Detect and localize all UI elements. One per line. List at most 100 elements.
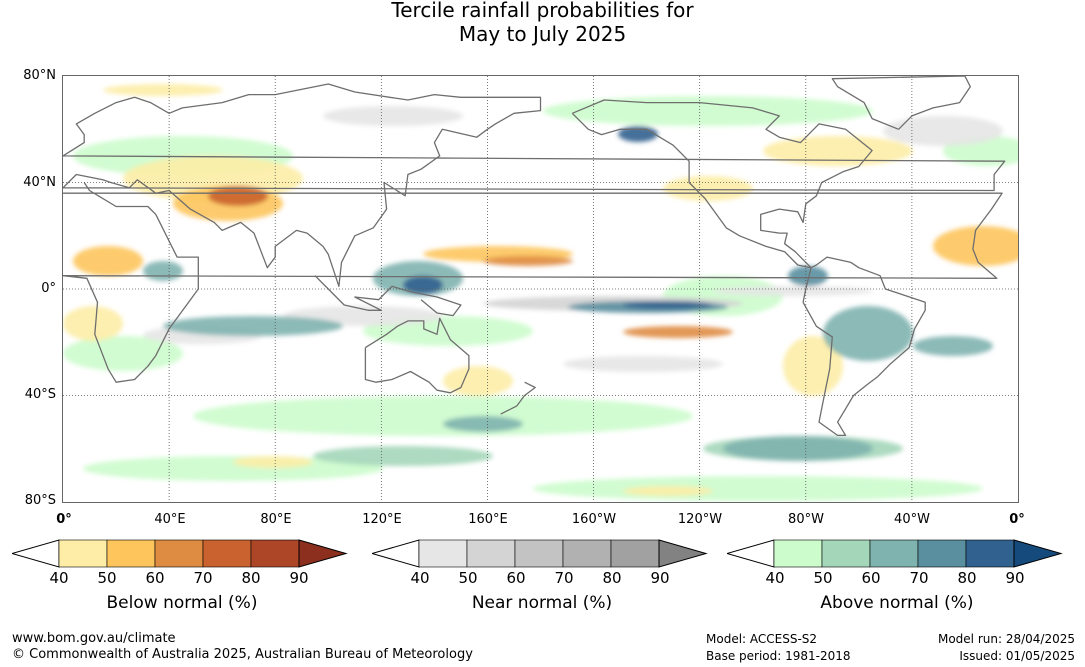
website-link[interactable]: www.bom.gov.au/climate: [12, 631, 176, 646]
colorbar-segment: [821, 539, 871, 568]
shading-patch: [783, 336, 843, 396]
coastline-eurasia: [63, 83, 1006, 287]
colorbar-ticks-below: 40 50 60 70 80 90: [12, 569, 352, 589]
colorbar-max-extension: [658, 539, 708, 568]
tick-label: 90: [650, 569, 670, 587]
tick-label: 80: [957, 569, 977, 587]
colorbar-segment: [773, 539, 823, 568]
coastline-south-america: [802, 256, 926, 437]
tick-label: 60: [861, 569, 881, 587]
shading-patch: [163, 316, 343, 336]
tick-label: 40: [49, 569, 69, 587]
graticule-layer: [63, 76, 1018, 502]
shading-patch: [823, 306, 913, 361]
colorbar-min-extension: [372, 539, 420, 568]
shading-patch: [143, 261, 183, 281]
lon-label-160e: 160°E: [468, 512, 508, 527]
shading-patch: [73, 246, 143, 276]
lat-label-40s: 40°S: [24, 387, 56, 402]
lon-label-120w: 120°W: [677, 512, 723, 527]
colorbar-segment: [514, 539, 564, 568]
shading-patch: [233, 456, 313, 468]
colorbar-segment: [610, 539, 660, 568]
shading-patch: [63, 336, 183, 371]
base-period: Base period: 1981-2018: [706, 649, 851, 663]
probability-shading-layer: [63, 84, 1018, 501]
tick-label: 50: [813, 569, 833, 587]
coastline-greenland: [831, 76, 971, 130]
colorbar-segment: [418, 539, 468, 568]
colorbar-max-extension: [298, 539, 348, 568]
shading-patch: [403, 276, 443, 294]
tick-label: 60: [506, 569, 526, 587]
model-run-date: Model run: 28/04/2025: [937, 632, 1075, 646]
shading-patch: [483, 256, 573, 266]
colorbar-segment: [869, 539, 919, 568]
tick-label: 90: [1005, 569, 1025, 587]
colorbar-segment: [154, 539, 204, 568]
tick-label: 40: [410, 569, 430, 587]
copyright-text: © Commonwealth of Australia 2025, Austra…: [12, 647, 473, 662]
shading-patch: [788, 266, 828, 286]
shading-patch: [618, 126, 658, 142]
shading-patch: [533, 476, 983, 501]
shading-patch: [933, 226, 1018, 266]
lat-label-equator: 0°: [41, 281, 56, 296]
title-line-2: May to July 2025: [458, 22, 627, 46]
tick-label: 80: [602, 569, 622, 587]
lon-label-80w: 80°W: [788, 512, 824, 527]
shading-patch: [323, 106, 463, 126]
shading-patch: [313, 446, 493, 466]
shading-patch: [723, 436, 873, 461]
coastline-australia: [364, 317, 470, 394]
lon-label-40w: 40°W: [894, 512, 930, 527]
shading-patch: [913, 336, 993, 356]
chart-title: Tercile rainfall probabilities for May t…: [0, 0, 1085, 46]
colorbar-max-extension: [1013, 539, 1063, 568]
coastlines-layer: [63, 76, 1006, 437]
shading-patch: [63, 306, 123, 341]
colorbar-segment: [562, 539, 612, 568]
shading-patch: [443, 416, 523, 432]
map-canvas: [63, 76, 1018, 502]
lon-label-80e: 80°E: [260, 512, 292, 527]
colorbar-segment: [917, 539, 967, 568]
coastline-new-zealand: [500, 381, 536, 415]
legend-above-normal: 40 50 60 70 80 90: [727, 539, 1067, 589]
colorbar-segment: [965, 539, 1015, 568]
colorbar-segment: [466, 539, 516, 568]
tick-label: 50: [97, 569, 117, 587]
shading-patch: [103, 84, 223, 96]
legend-below-normal: 40 50 60 70 80 90: [12, 539, 352, 589]
model-name: Model: ACCESS-S2: [706, 632, 818, 646]
shading-patch: [193, 396, 693, 436]
coastline-maritime-continent: [314, 275, 462, 317]
legend-title-near: Near normal (%): [471, 593, 613, 613]
colorbar-ticks-near: 40 50 60 70 80 90: [372, 569, 712, 589]
shading-patch: [623, 301, 713, 309]
colorbar-min-extension: [727, 539, 775, 568]
lat-label-80n: 80°N: [23, 68, 56, 83]
legend-near-normal: 40 50 60 70 80 90: [372, 539, 712, 589]
shading-patch: [763, 136, 913, 166]
shading-patch: [208, 186, 268, 206]
coastline-north-america: [571, 99, 873, 269]
tick-label: 40: [765, 569, 785, 587]
tick-label: 90: [289, 569, 309, 587]
lat-label-80s: 80°S: [24, 493, 56, 508]
tick-label: 60: [145, 569, 165, 587]
tick-label: 70: [909, 569, 929, 587]
colorbar-near-normal: [372, 539, 708, 568]
legend-title-below: Below normal (%): [106, 593, 258, 613]
colorbar-segment: [106, 539, 156, 568]
shading-patch: [623, 486, 713, 496]
colorbar-below-normal: [12, 539, 348, 568]
shading-patch: [713, 286, 873, 296]
lon-label-40e: 40°E: [154, 512, 186, 527]
shading-patch: [883, 116, 1003, 146]
colorbar-above-normal: [727, 539, 1063, 568]
tick-label: 50: [458, 569, 478, 587]
coastline-africa: [63, 182, 1003, 383]
lat-label-40n: 40°N: [23, 175, 56, 190]
colorbar-segment: [58, 539, 108, 568]
